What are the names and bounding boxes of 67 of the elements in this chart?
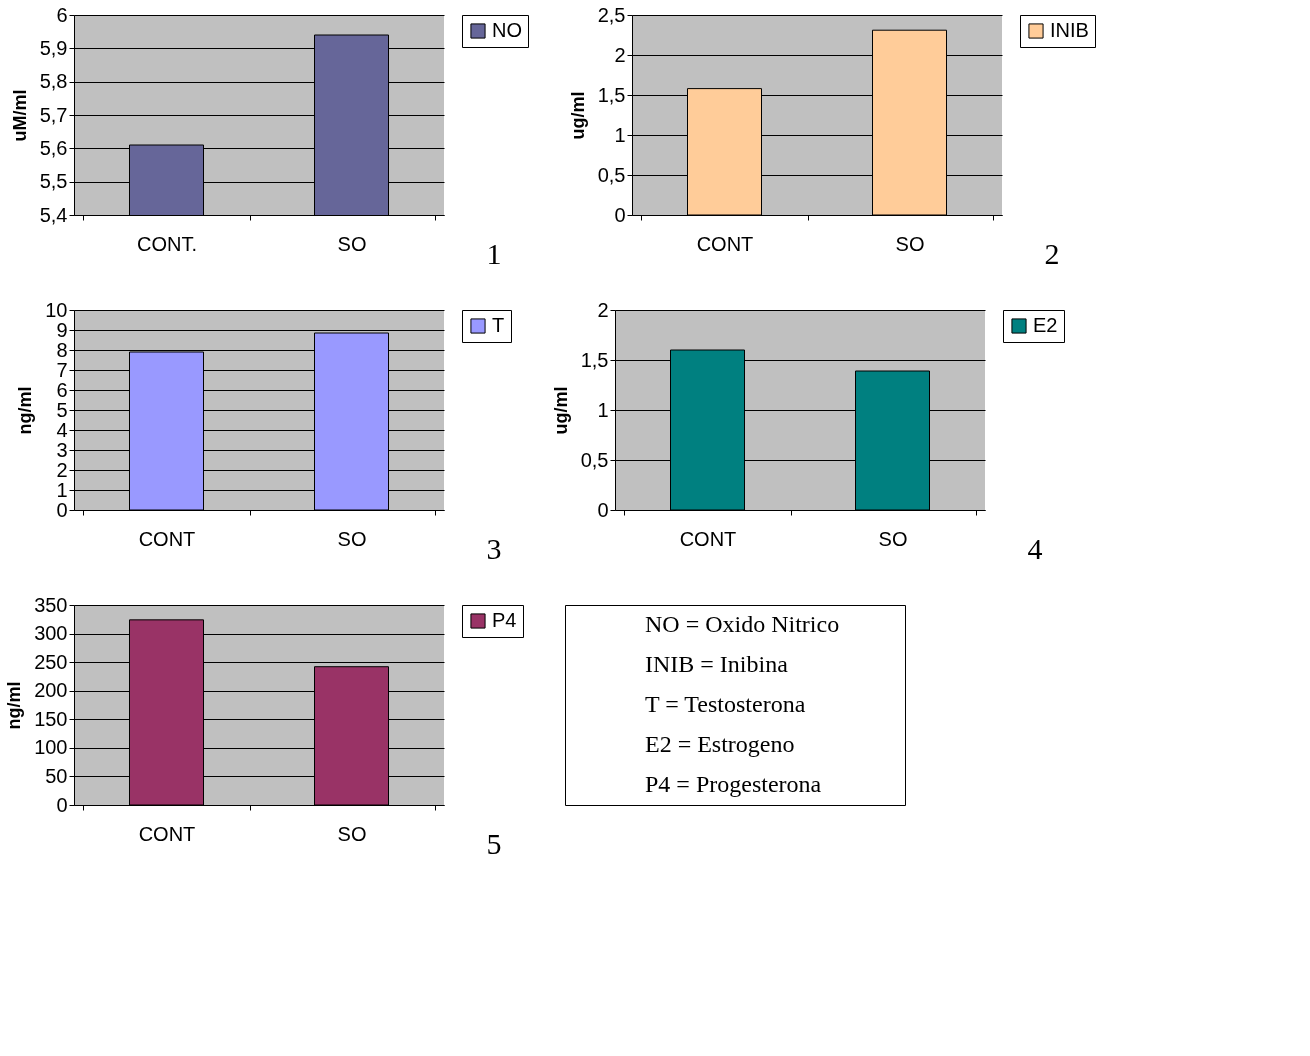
y-axis-title: ug/ml (550, 386, 571, 435)
y-tick-label: 1 (597, 398, 609, 421)
y-tick-label: 5,6 (39, 136, 68, 159)
text: E2 = Estrogeno (645, 731, 795, 757)
x-tick-label: SO (337, 232, 367, 255)
y-tick-label: 5,8 (39, 70, 68, 93)
x-tick-label: CONT (696, 232, 754, 255)
x-tick-label: CONT (679, 527, 737, 550)
x-tick-label: SO (895, 232, 925, 255)
y-tick-label: 5,9 (39, 36, 68, 59)
y-tick-label: 300 (34, 622, 68, 645)
y-tick-label: 250 (34, 650, 68, 673)
y-tick-label: 2 (597, 298, 609, 321)
y-axis-title: ng/ml (15, 386, 36, 435)
y-tick-label: 4 (56, 418, 68, 441)
x-tick-label: CONT (138, 822, 196, 845)
y-tick-label: 2,5 (597, 3, 626, 26)
text: NO = Oxido Nitrico (645, 611, 840, 637)
y-tick-label: 2 (614, 43, 626, 66)
y-tick-label: 350 (34, 593, 68, 616)
text: P4 = Progesterona (645, 771, 822, 797)
y-tick-label: 5,7 (39, 103, 68, 126)
y-tick-label: 6 (56, 3, 68, 26)
y-axis-title: ug/ml (567, 91, 588, 140)
text: 4 (1027, 532, 1043, 565)
y-tick-label: 5 (56, 398, 68, 421)
y-tick-label: 6 (56, 378, 68, 401)
y-tick-label: 0 (56, 793, 68, 816)
text: INIB = Inibina (645, 651, 789, 677)
y-tick-label: 100 (34, 736, 68, 759)
y-tick-label: 0 (614, 203, 626, 226)
y-tick-label: 1 (614, 123, 626, 146)
y-tick-label: 0 (56, 498, 68, 521)
legend-label: T (492, 314, 505, 336)
y-tick-label: 200 (34, 679, 68, 702)
y-tick-label: 0,5 (597, 163, 626, 186)
y-tick-label: 0 (597, 498, 609, 521)
y-tick-label: 7 (56, 358, 68, 381)
y-axis-title: uM/ml (9, 89, 30, 142)
text: 5 (486, 827, 502, 860)
legend-label: NO (492, 19, 522, 41)
x-tick-label: SO (878, 527, 908, 550)
x-tick-label: SO (337, 527, 367, 550)
y-axis-title: ng/ml (4, 681, 25, 730)
y-tick-label: 10 (45, 298, 68, 321)
y-tick-label: 9 (56, 318, 68, 341)
y-tick-label: 0,5 (580, 448, 609, 471)
text: T = Testosterona (645, 691, 806, 717)
y-tick-label: 50 (45, 764, 68, 787)
text: 2 (1044, 237, 1060, 270)
text: 3 (486, 532, 502, 565)
x-tick-label: CONT. (137, 232, 197, 255)
x-tick-label: SO (337, 822, 367, 845)
y-tick-label: 5,5 (39, 170, 68, 193)
y-tick-label: 3 (56, 438, 68, 461)
y-tick-label: 1,5 (597, 83, 626, 106)
legend-label: E2 (1033, 314, 1058, 336)
y-tick-label: 8 (56, 338, 68, 361)
legend-label: P4 (492, 609, 517, 631)
y-tick-label: 1,5 (580, 348, 609, 371)
y-tick-label: 150 (34, 707, 68, 730)
y-tick-label: 1 (56, 478, 68, 501)
y-tick-label: 5,4 (39, 203, 68, 226)
y-tick-label: 2 (56, 458, 68, 481)
legend-label: INIB (1050, 19, 1089, 41)
x-tick-label: CONT (138, 527, 196, 550)
text: 1 (486, 237, 502, 270)
